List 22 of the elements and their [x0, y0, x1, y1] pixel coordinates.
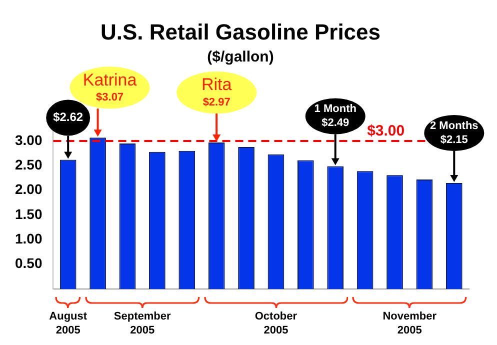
y-tick-label: 1.50: [15, 206, 42, 222]
ref-line-label: $3.00: [367, 122, 405, 140]
data-label: $2.15: [440, 134, 468, 146]
y-tick-label: 2.00: [15, 181, 42, 198]
data-label: $3.07: [96, 92, 124, 104]
data-label: $2.49: [322, 117, 350, 130]
data-label: $2.97: [202, 96, 230, 109]
text: September 2005: [114, 310, 172, 337]
y-tick-label: 1.00: [15, 230, 42, 247]
annotation: 2 Months: [430, 120, 478, 132]
text: Katrina: [82, 70, 138, 90]
text: August 2005: [49, 310, 88, 337]
text: November 2005: [382, 310, 438, 337]
data-label: $2.62: [53, 110, 84, 124]
text: October 2005: [254, 310, 298, 337]
text: 1 Month: [314, 103, 357, 116]
y-tick-label: 3.00: [15, 132, 42, 148]
chart-title: U.S. Retail Gasoline Prices: [100, 19, 381, 44]
text: Rita: [201, 75, 232, 94]
y-tick-label: 0.50: [15, 255, 42, 272]
chart-subtitle: ($/gallon): [207, 48, 274, 66]
y-tick-label: 2.50: [15, 156, 42, 173]
